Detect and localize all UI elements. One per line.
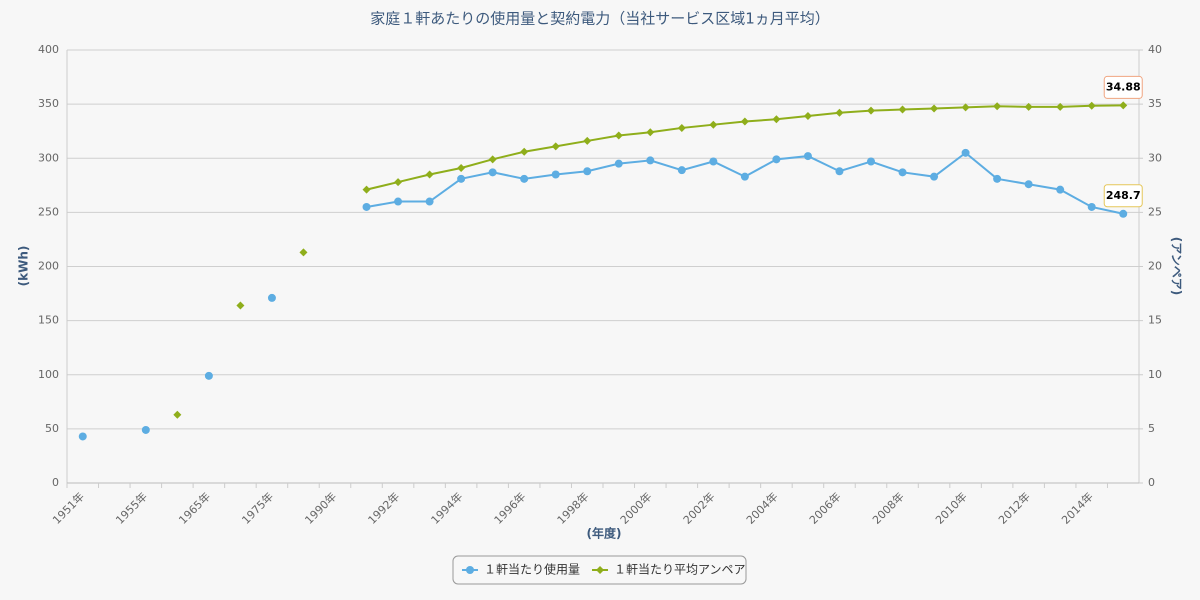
data-point xyxy=(677,166,686,175)
y2-tick-label: 25 xyxy=(1148,205,1162,218)
legend-marker xyxy=(466,566,474,574)
data-point xyxy=(173,410,182,419)
data-point xyxy=(709,120,718,129)
data-point xyxy=(78,432,87,441)
data-label: 34.88 xyxy=(1106,80,1141,93)
data-point xyxy=(551,142,560,151)
data-point xyxy=(425,197,434,206)
data-point xyxy=(740,172,749,181)
data-point xyxy=(520,174,529,183)
data-point xyxy=(551,170,560,179)
legend-marker xyxy=(596,566,605,574)
data-point xyxy=(1087,202,1096,211)
y2-axis-title: (アンペア) xyxy=(1170,237,1184,296)
data-point xyxy=(1024,102,1033,111)
data-point xyxy=(898,168,907,177)
chart-title: 家庭１軒あたりの使用量と契約電力（当社サービス区域1ヵ月平均） xyxy=(370,10,830,28)
data-point xyxy=(993,102,1002,111)
data-point xyxy=(236,301,245,310)
data-point xyxy=(457,163,466,172)
data-point xyxy=(898,105,907,114)
data-point xyxy=(267,293,276,302)
y2-tick-label: 0 xyxy=(1148,476,1155,489)
data-point xyxy=(961,148,970,157)
y2-tick-label: 10 xyxy=(1148,368,1162,381)
y-tick-label: 250 xyxy=(38,205,59,218)
y-tick-label: 100 xyxy=(38,368,59,381)
data-point xyxy=(835,108,844,117)
data-point xyxy=(457,174,466,183)
data-point xyxy=(520,147,529,156)
data-point xyxy=(299,248,308,257)
data-point xyxy=(803,112,812,121)
y2-tick-label: 20 xyxy=(1148,260,1162,273)
data-point xyxy=(835,167,844,176)
data-point xyxy=(677,123,686,132)
y-axis-title: (kWh) xyxy=(17,246,31,287)
data-label-box xyxy=(1103,75,1143,99)
data-point xyxy=(709,157,718,166)
data-point xyxy=(961,103,970,112)
y2-tick-label: 30 xyxy=(1148,151,1162,164)
data-point xyxy=(930,104,939,113)
y2-tick-label: 5 xyxy=(1148,422,1155,435)
data-label-box xyxy=(1103,184,1143,208)
data-point xyxy=(204,371,213,380)
data-point xyxy=(1087,101,1096,110)
data-point xyxy=(867,157,875,166)
data-point xyxy=(930,172,939,181)
data-point xyxy=(614,131,623,140)
data-point xyxy=(583,136,592,145)
data-point xyxy=(993,174,1002,183)
x-axis-title: (年度) xyxy=(587,526,622,541)
data-point xyxy=(1119,209,1128,218)
data-point xyxy=(1056,185,1065,194)
data-point xyxy=(394,197,403,206)
data-point xyxy=(488,168,497,177)
data-point xyxy=(867,106,875,115)
y-tick-label: 0 xyxy=(52,476,59,489)
data-point xyxy=(740,117,749,126)
y2-tick-label: 35 xyxy=(1148,97,1162,110)
data-point xyxy=(646,156,655,165)
y-tick-label: 300 xyxy=(38,151,59,164)
y2-tick-label: 15 xyxy=(1148,314,1162,327)
data-point xyxy=(1024,180,1033,189)
data-point xyxy=(772,155,781,164)
data-point xyxy=(803,152,812,161)
y-tick-label: 350 xyxy=(38,97,59,110)
y-tick-label: 150 xyxy=(38,314,59,327)
y-tick-label: 400 xyxy=(38,43,59,56)
data-label: 248.7 xyxy=(1106,189,1141,202)
data-point xyxy=(425,170,434,179)
data-point xyxy=(394,178,403,187)
data-point xyxy=(646,128,655,137)
data-point xyxy=(488,155,497,164)
y-tick-label: 200 xyxy=(38,260,59,273)
data-point xyxy=(362,202,371,211)
data-point xyxy=(362,185,371,194)
y2-tick-label: 40 xyxy=(1148,43,1162,56)
data-point xyxy=(772,115,781,124)
data-point xyxy=(1056,102,1065,111)
data-point xyxy=(141,425,150,434)
y-tick-label: 50 xyxy=(45,422,59,435)
data-point xyxy=(583,167,592,176)
legend-label: １軒当たり平均アンペア xyxy=(614,563,746,577)
data-point xyxy=(1119,101,1128,110)
legend-label: １軒当たり使用量 xyxy=(484,562,580,577)
data-point xyxy=(614,159,623,168)
